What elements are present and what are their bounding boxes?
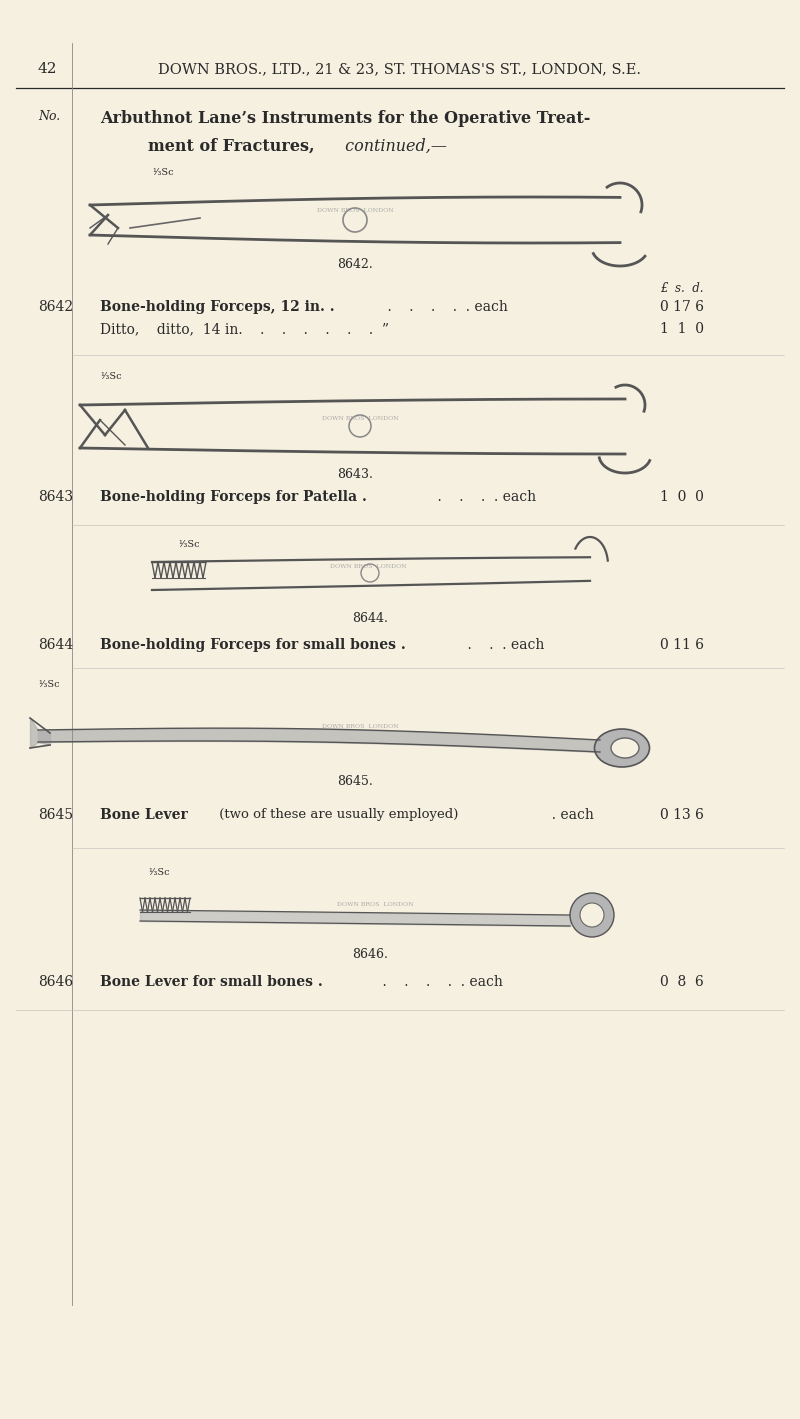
Text: DOWN BROS  LONDON: DOWN BROS LONDON bbox=[322, 416, 398, 420]
Text: 8643.: 8643. bbox=[337, 468, 373, 481]
Text: ¹⁄₃Sc: ¹⁄₃Sc bbox=[100, 372, 122, 380]
Text: 8642.: 8642. bbox=[337, 258, 373, 271]
Text: £  s.  d.: £ s. d. bbox=[660, 282, 703, 295]
Text: Bone-holding Forceps, 12 in. .: Bone-holding Forceps, 12 in. . bbox=[100, 299, 334, 314]
Text: 8645: 8645 bbox=[38, 807, 73, 822]
Ellipse shape bbox=[594, 729, 650, 768]
Text: ¹⁄₃Sc: ¹⁄₃Sc bbox=[178, 541, 200, 549]
Text: DOWN BROS  LONDON: DOWN BROS LONDON bbox=[337, 901, 414, 907]
Text: Bone-holding Forceps for small bones .: Bone-holding Forceps for small bones . bbox=[100, 639, 406, 651]
Text: Bone Lever: Bone Lever bbox=[100, 807, 188, 822]
Ellipse shape bbox=[611, 738, 639, 758]
Text: DOWN BROS  LONDON: DOWN BROS LONDON bbox=[322, 724, 398, 728]
Circle shape bbox=[580, 902, 604, 927]
Text: 42: 42 bbox=[38, 62, 58, 77]
Text: 8642: 8642 bbox=[38, 299, 73, 314]
Text: DOWN BROS  LONDON: DOWN BROS LONDON bbox=[317, 207, 394, 213]
Text: 1  0  0: 1 0 0 bbox=[660, 490, 704, 504]
Text: .    .  . each: . . . each bbox=[450, 639, 544, 651]
Text: 1  1  0: 1 1 0 bbox=[660, 322, 704, 336]
Text: 8646: 8646 bbox=[38, 975, 73, 989]
Text: Ditto,    ditto,  14 in.    .    .    .    .    .    .  ”: Ditto, ditto, 14 in. . . . . . . ” bbox=[100, 322, 389, 336]
Text: ¹⁄₃Sc: ¹⁄₃Sc bbox=[148, 868, 170, 877]
Text: ¹⁄₃Sc: ¹⁄₃Sc bbox=[38, 680, 60, 690]
Text: Bone-holding Forceps for Patella .: Bone-holding Forceps for Patella . bbox=[100, 490, 367, 504]
Text: 8644: 8644 bbox=[38, 639, 74, 651]
Text: .    .    .    .  . each: . . . . . each bbox=[365, 975, 503, 989]
Text: 8645.: 8645. bbox=[337, 775, 373, 788]
Text: ment of Fractures,: ment of Fractures, bbox=[148, 138, 314, 155]
Text: 0 17 6: 0 17 6 bbox=[660, 299, 704, 314]
Text: DOWN BROS  LONDON: DOWN BROS LONDON bbox=[330, 563, 406, 569]
Text: 0 13 6: 0 13 6 bbox=[660, 807, 704, 822]
Text: ¹⁄₃Sc: ¹⁄₃Sc bbox=[152, 167, 174, 177]
Text: .    .    .  . each: . . . . each bbox=[420, 490, 536, 504]
Text: continued,—: continued,— bbox=[340, 138, 447, 155]
Text: (two of these are usually employed): (two of these are usually employed) bbox=[215, 807, 458, 822]
Text: .    .    .    .  . each: . . . . . each bbox=[370, 299, 508, 314]
Text: 0 11 6: 0 11 6 bbox=[660, 639, 704, 651]
Circle shape bbox=[570, 893, 614, 937]
Text: Bone Lever for small bones .: Bone Lever for small bones . bbox=[100, 975, 322, 989]
Text: Arbuthnot Lane’s Instruments for the Operative Treat-: Arbuthnot Lane’s Instruments for the Ope… bbox=[100, 111, 590, 126]
Text: 8646.: 8646. bbox=[352, 948, 388, 961]
Text: DOWN BROS., LTD., 21 & 23, ST. THOMAS'S ST., LONDON, S.E.: DOWN BROS., LTD., 21 & 23, ST. THOMAS'S … bbox=[158, 62, 642, 77]
Text: No.: No. bbox=[38, 111, 60, 123]
Text: 8643: 8643 bbox=[38, 490, 73, 504]
Text: . each: . each bbox=[543, 807, 594, 822]
Text: 8644.: 8644. bbox=[352, 612, 388, 624]
Text: 0  8  6: 0 8 6 bbox=[660, 975, 704, 989]
